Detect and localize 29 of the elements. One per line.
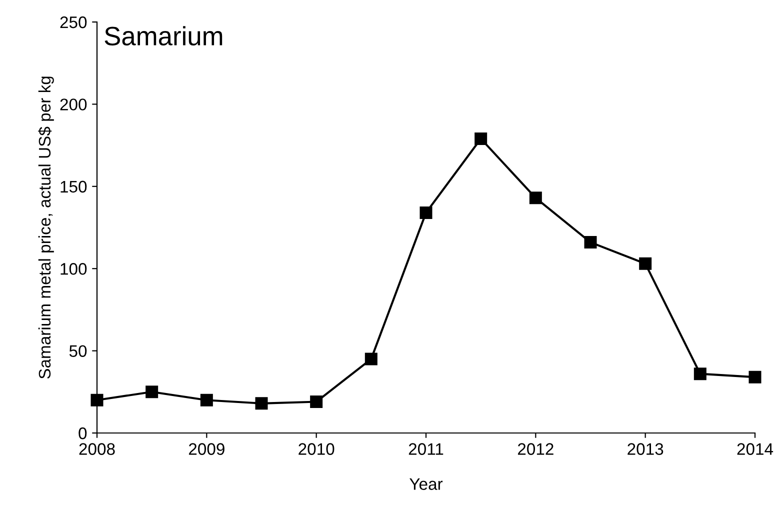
point (639, 257, 652, 270)
point (310, 396, 323, 408)
y-tick-label: 50 (69, 345, 87, 358)
y-tick-label: 250 (60, 16, 87, 28)
point (420, 206, 432, 219)
chart-title: Samarium (104, 26, 222, 46)
point (748, 370, 762, 384)
x-tick-label: 2012 (518, 443, 554, 455)
x-tick-label: 2010 (298, 443, 334, 455)
point (694, 368, 706, 380)
y-tick-label: 200 (60, 98, 87, 110)
y-axis-title: Samarium metal price, actual US$ per kg (38, 76, 54, 379)
x-tick-label: 2014 (737, 443, 774, 455)
x-tick-label: 2011 (408, 443, 444, 455)
point (364, 352, 378, 366)
y-tick-label: 0 (78, 427, 87, 440)
point (529, 192, 542, 204)
x-axis-title: Year (410, 478, 443, 490)
point (146, 386, 158, 398)
y-tick-label: 100 (60, 263, 87, 275)
x-tick-label: 2008 (79, 443, 115, 455)
point (474, 132, 488, 145)
point (255, 397, 268, 410)
x-tick-label: 2013 (628, 443, 664, 455)
y-tick-label: 150 (60, 180, 87, 193)
x-tick-label: 2009 (188, 443, 224, 455)
point (90, 394, 104, 406)
point (200, 394, 213, 406)
point (584, 236, 597, 249)
